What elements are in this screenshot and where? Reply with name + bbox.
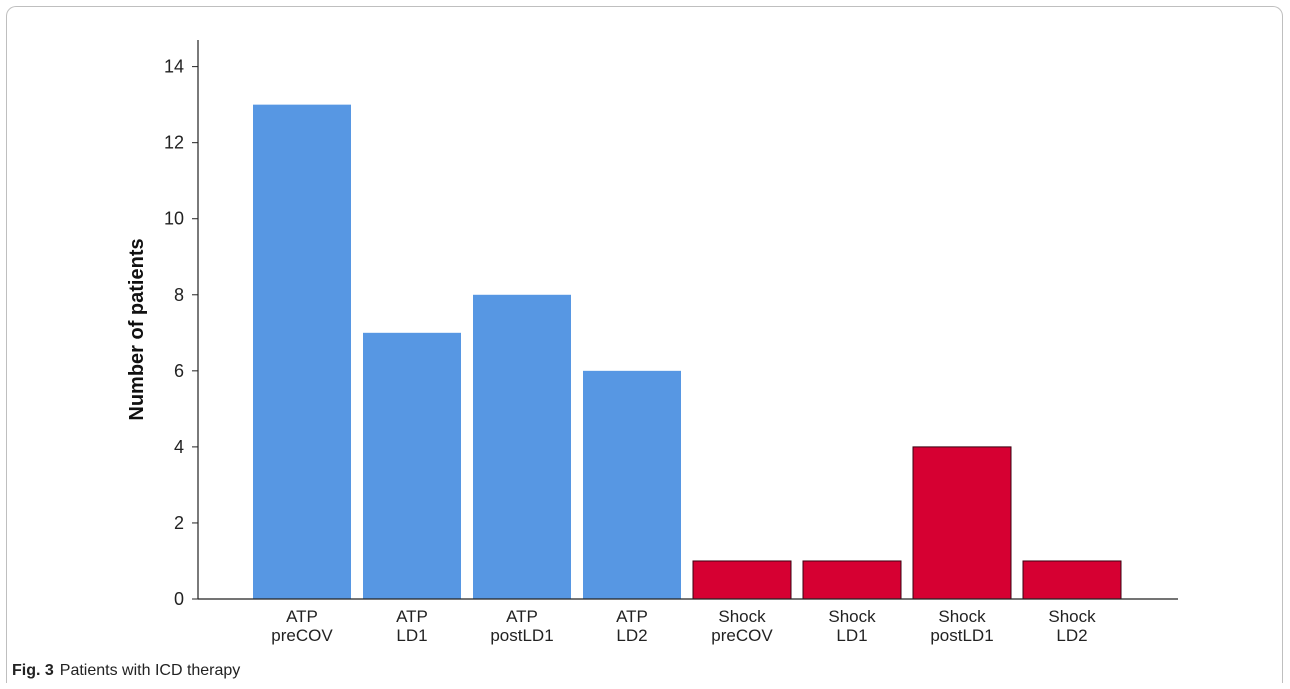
x-tick-label: Shock [1048,607,1096,626]
bar [253,104,351,600]
y-tick-label: 12 [164,133,184,153]
bars-group [253,104,1122,600]
axes-group [197,40,1178,600]
y-tick-label: 6 [174,361,184,381]
x-tick-label: ATP [616,607,648,626]
y-axis-label: Number of patients [126,238,148,420]
y-tick-label: 10 [164,209,184,229]
y-tick-label: 2 [174,513,184,533]
figure-number: Fig. 3 [12,662,54,679]
figure-caption-text: Patients with ICD therapy [59,662,241,679]
x-tick-label: ATP [506,607,538,626]
bar [912,446,1012,600]
x-tick-label: Shock [828,607,876,626]
y-ticks-group: 0 2 4 6 8 10 12 14 [164,57,198,609]
bar [1022,560,1122,600]
x-labels-group: ATPpreCOVATPLD1ATPpostLD1ATPLD2ShockpreC… [271,607,1096,645]
x-tick-label: LD1 [396,626,427,645]
bar [473,294,571,599]
x-tick-label: postLD1 [930,626,993,645]
x-tick-label: preCOV [271,626,333,645]
y-tick-label: 8 [174,285,184,305]
x-tick-label: LD2 [1056,626,1087,645]
x-tick-label: ATP [286,607,318,626]
bar [583,370,681,599]
figure-caption: Fig. 3 Patients with ICD therapy [12,662,240,680]
y-tick-label: 4 [174,437,184,457]
x-tick-label: preCOV [711,626,773,645]
figure-frame [6,6,1283,683]
bar [802,560,902,600]
y-tick-label: 14 [164,57,184,77]
x-tick-label: Shock [718,607,766,626]
x-tick-label: postLD1 [490,626,553,645]
bar [363,332,461,599]
bar [692,560,792,600]
x-tick-label: Shock [938,607,986,626]
x-tick-label: ATP [396,607,428,626]
x-tick-label: LD1 [836,626,867,645]
y-axis-label-group: Number of patients [126,238,148,420]
x-tick-label: LD2 [616,626,647,645]
y-tick-label: 0 [174,589,184,609]
